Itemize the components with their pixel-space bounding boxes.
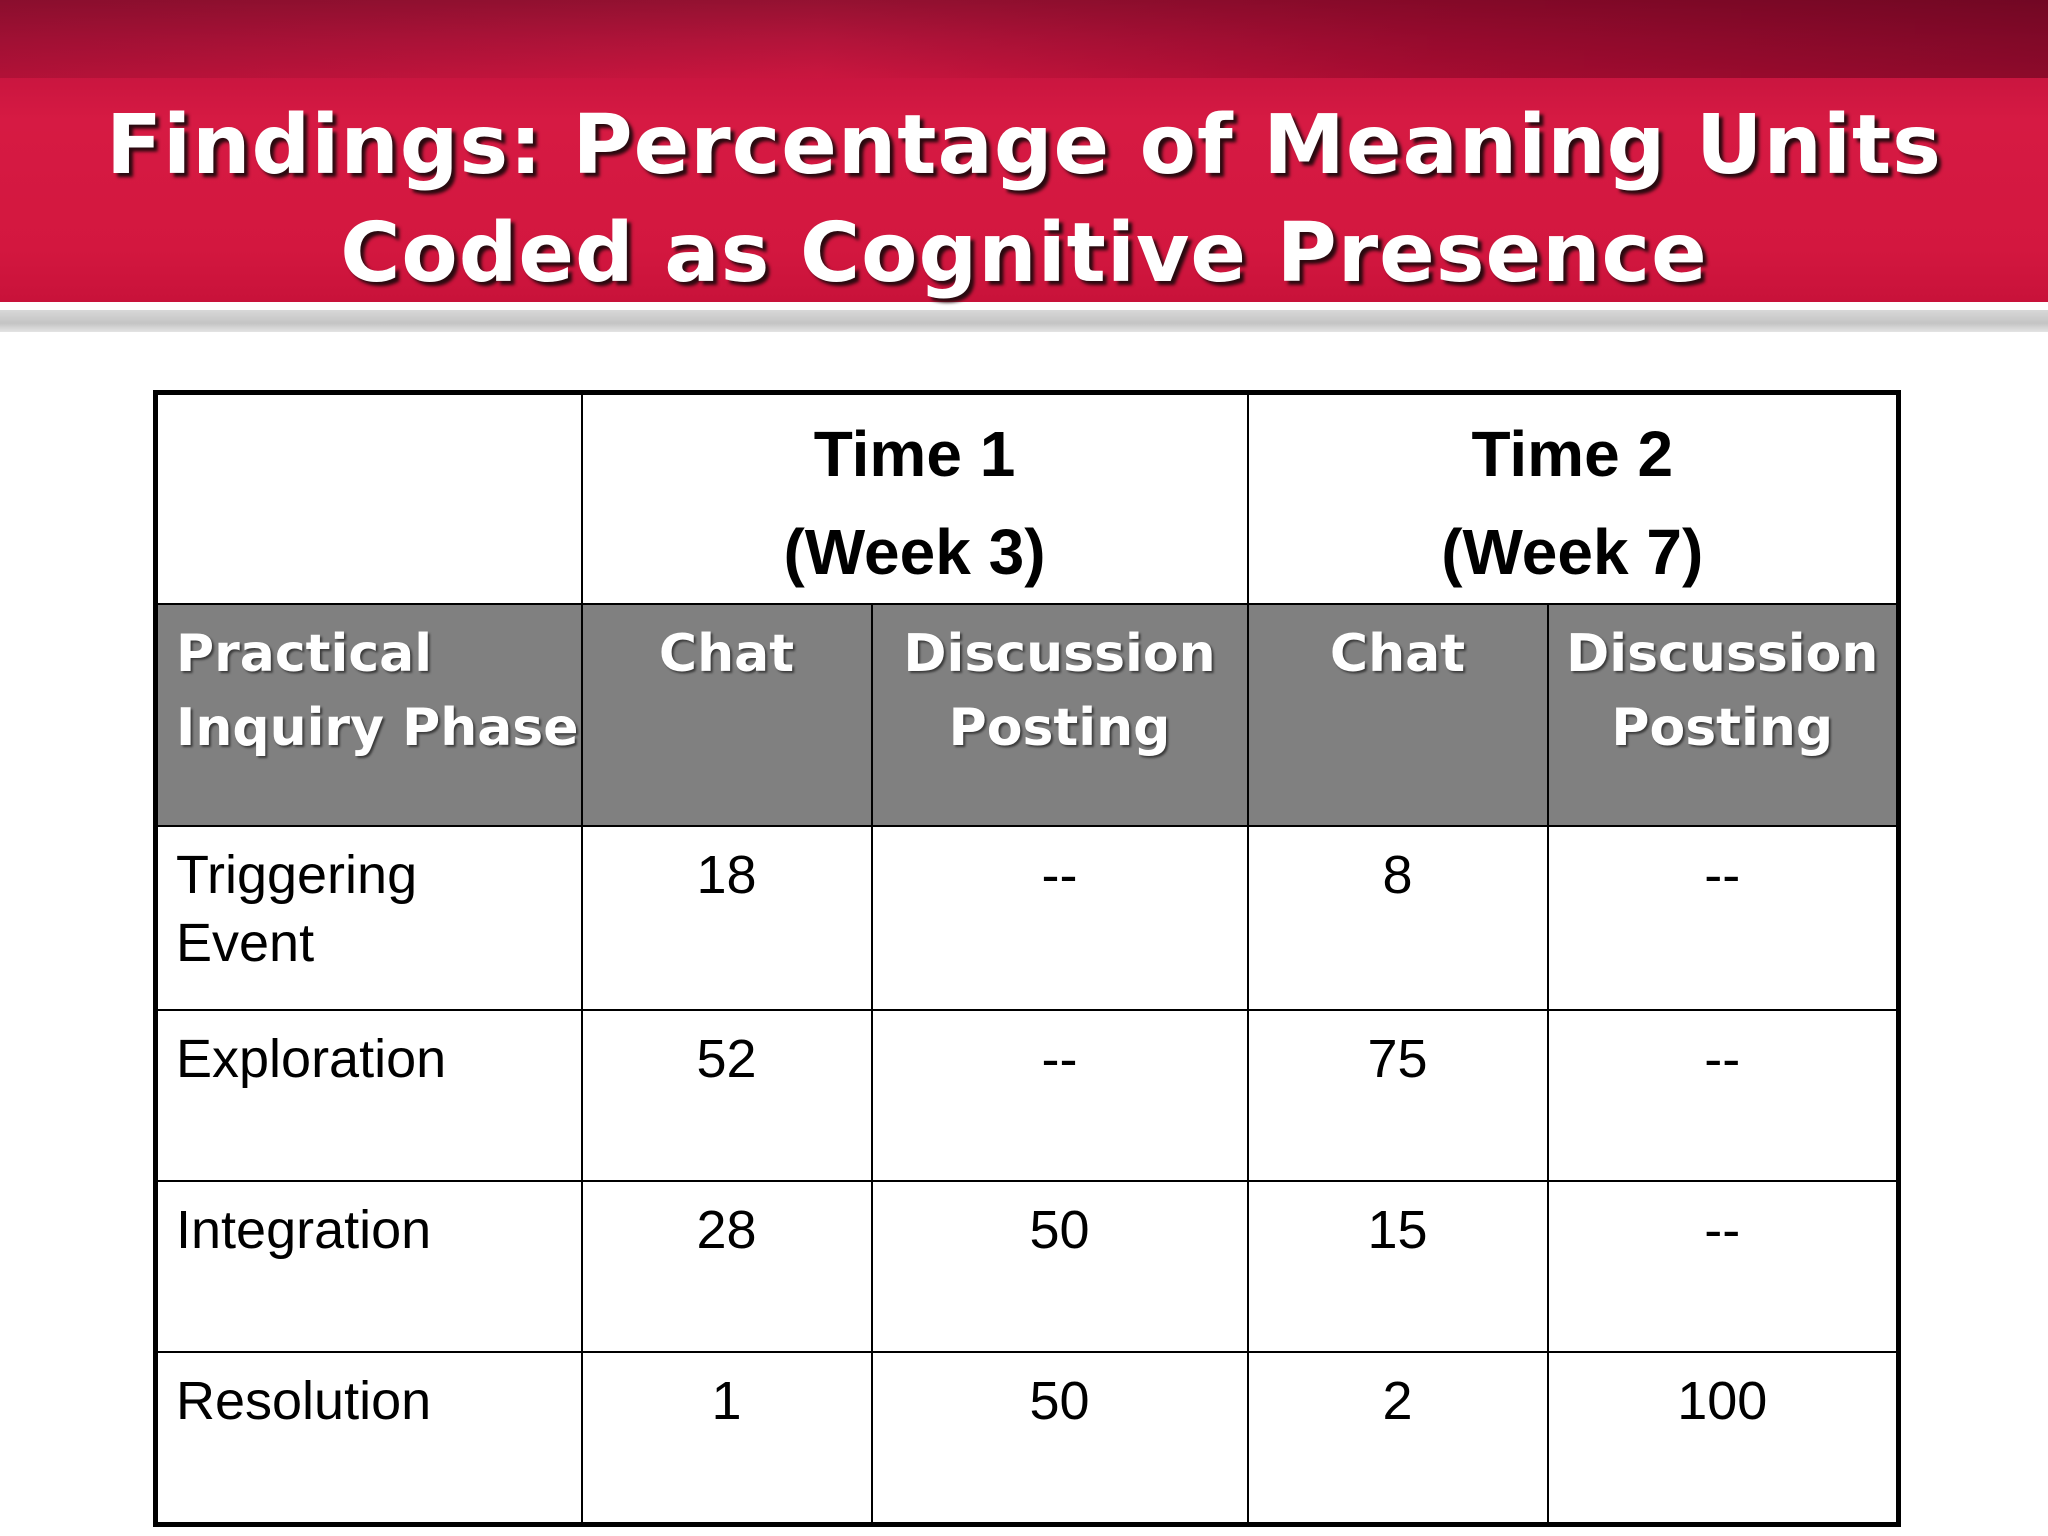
time-1-week: (Week 3) <box>783 516 1046 588</box>
phase-cell: Resolution <box>154 1351 583 1526</box>
findings-table: Time 1 (Week 3) Time 2 (Week 7) Practica… <box>153 390 1901 1527</box>
phase-cell: Exploration <box>154 1009 583 1182</box>
column-header-row: Practical Inquiry Phase Chat Discussion … <box>154 603 1900 827</box>
t2-chat-header: Chat <box>1246 603 1549 827</box>
t2-chat-header-label: Chat <box>1329 624 1466 684</box>
corner-cell <box>154 391 583 605</box>
header-band <box>0 0 2048 302</box>
phase-label-line-2: Event <box>176 913 315 973</box>
header-gap <box>0 302 2048 310</box>
t1-chat-cell: 52 <box>580 1009 873 1182</box>
t2-chat-cell: 2 <box>1246 1351 1549 1526</box>
t2-discussion-cell: -- <box>1546 1180 1900 1353</box>
t1-discussion-header-line-2: Posting <box>948 698 1171 758</box>
t1-chat-cell: 28 <box>580 1180 873 1353</box>
time-1-header: Time 1 (Week 3) <box>580 391 1249 605</box>
phase-header-line-1: Practical <box>176 624 433 684</box>
t2-chat-cell: 8 <box>1246 825 1549 1011</box>
table-row: Resolution 1 50 2 100 <box>154 1351 1900 1526</box>
time-2-header: Time 2 (Week 7) <box>1246 391 1900 605</box>
t2-chat-cell: 15 <box>1246 1180 1549 1353</box>
t1-discussion-cell: -- <box>870 825 1249 1011</box>
t2-discussion-header-line-2: Posting <box>1611 698 1834 758</box>
phase-cell: Integration <box>154 1180 583 1353</box>
phase-cell: Triggering Event <box>154 825 583 1011</box>
t2-discussion-header-line-1: Discussion <box>1566 624 1879 684</box>
header-rule <box>0 310 2048 332</box>
t1-discussion-cell: 50 <box>870 1351 1249 1526</box>
t1-chat-header: Chat <box>580 603 873 827</box>
table-row: Triggering Event 18 -- 8 -- <box>154 825 1900 1011</box>
t1-chat-cell: 1 <box>580 1351 873 1526</box>
slide-title-line-1: Findings: Percentage of Meaning Units <box>106 98 1942 193</box>
table-row: Exploration 52 -- 75 -- <box>154 1009 1900 1182</box>
t1-chat-cell: 18 <box>580 825 873 1011</box>
t1-discussion-header: Discussion Posting <box>870 603 1249 827</box>
slide-title-line-2: Coded as Cognitive Presence <box>340 206 1708 301</box>
time-group-row: Time 1 (Week 3) Time 2 (Week 7) <box>154 391 1900 605</box>
t1-chat-header-label: Chat <box>658 624 795 684</box>
t1-discussion-cell: -- <box>870 1009 1249 1182</box>
time-2-week: (Week 7) <box>1441 516 1704 588</box>
t2-discussion-header: Discussion Posting <box>1546 603 1900 827</box>
t2-discussion-cell: -- <box>1546 1009 1900 1182</box>
table-row: Integration 28 50 15 -- <box>154 1180 1900 1353</box>
time-2-label: Time 2 <box>1471 418 1674 490</box>
phase-label-line-1: Triggering <box>176 845 418 905</box>
header-streak <box>0 0 2048 78</box>
time-1-label: Time 1 <box>813 418 1016 490</box>
t2-discussion-cell: 100 <box>1546 1351 1900 1526</box>
t1-discussion-cell: 50 <box>870 1180 1249 1353</box>
t1-discussion-header-line-1: Discussion <box>903 624 1216 684</box>
phase-column-header: Practical Inquiry Phase <box>154 603 583 827</box>
slide-title: Findings: Percentage of Meaning Units Co… <box>0 92 2048 308</box>
phase-header-line-2: Inquiry Phase <box>176 698 579 758</box>
t2-chat-cell: 75 <box>1246 1009 1549 1182</box>
t2-discussion-cell: -- <box>1546 825 1900 1011</box>
